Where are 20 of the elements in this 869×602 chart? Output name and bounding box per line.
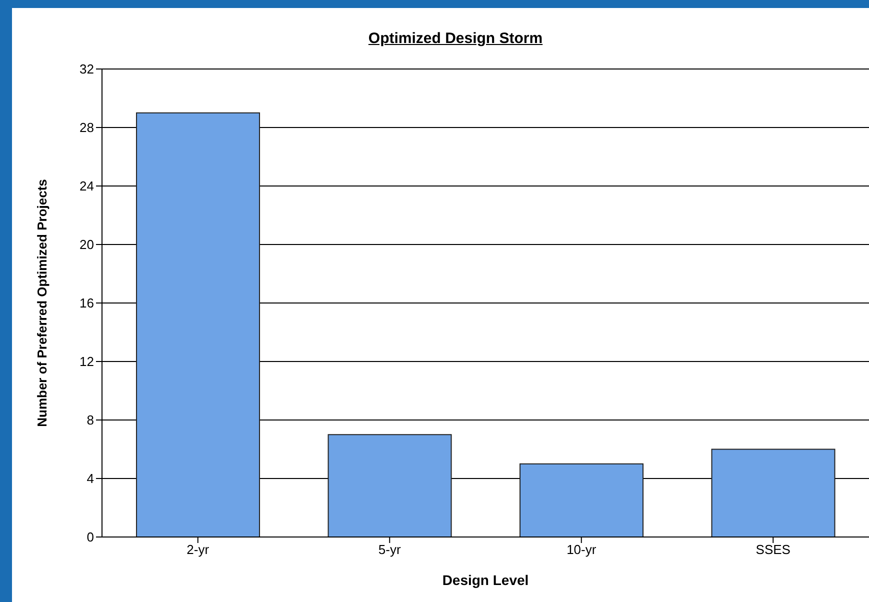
chart-title: Optimized Design Storm [367, 30, 544, 47]
y-tick-label: 16 [80, 296, 94, 311]
x-tick-label: 5-yr [378, 542, 402, 558]
y-tick-label: 28 [80, 120, 94, 136]
y-tick-label: 20 [80, 237, 94, 252]
bar [328, 434, 452, 537]
y-tick-label: 4 [86, 471, 94, 486]
x-tick-label: 10-yr [566, 542, 597, 558]
bar [520, 463, 644, 537]
y-axis-title: Number of Preferred Optimized Projects [34, 179, 50, 427]
y-tick-label: 32 [80, 62, 94, 77]
y-tick-label: 8 [86, 412, 94, 428]
bar [711, 448, 836, 537]
y-tick-label: 0 [86, 530, 94, 545]
x-tick-label: SSES [756, 542, 791, 558]
x-axis-title: Design Level [442, 572, 529, 588]
y-tick-label: 12 [80, 354, 94, 370]
y-tick-label: 24 [80, 178, 94, 194]
bar [136, 112, 260, 537]
x-tick-label: 2-yr [186, 542, 210, 558]
